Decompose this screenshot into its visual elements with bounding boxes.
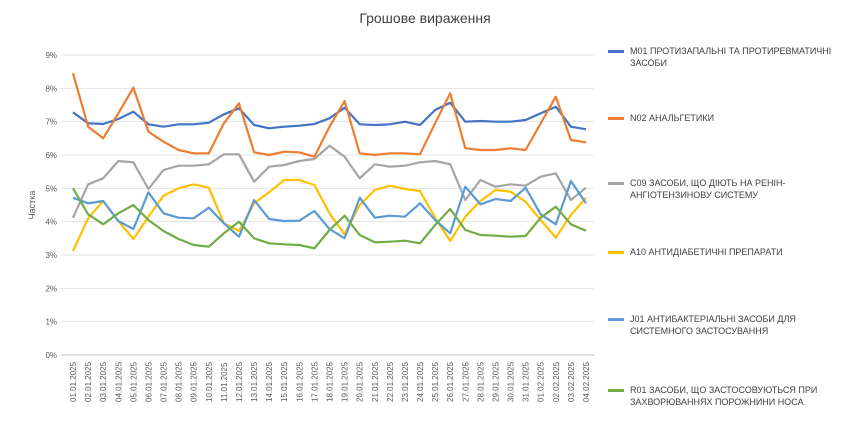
- x-tick-label: 13.01.2025: [250, 361, 259, 402]
- x-tick-label: 27.01.2025: [461, 361, 470, 402]
- x-tick-label: 12.01.2025: [235, 361, 244, 402]
- y-axis-title: Частка: [27, 191, 37, 220]
- y-tick-label: 9%: [45, 51, 57, 60]
- x-tick-label: 09.01.2025: [190, 361, 199, 402]
- legend-swatch: [608, 117, 624, 120]
- x-tick-label: 18.01.2025: [326, 361, 335, 402]
- x-tick-label: 06.01.2025: [144, 361, 153, 402]
- legend-swatch: [608, 251, 624, 254]
- x-tick-label: 15.01.2025: [280, 361, 289, 402]
- x-tick-label: 01.02.2025: [537, 361, 546, 402]
- x-tick-label: 08.01.2025: [175, 361, 184, 402]
- legend-item: C09 ЗАСОБИ, ЩО ДІЮТЬ НА РЕНІН-АНГІОТЕНЗИ…: [608, 177, 840, 201]
- x-tick-label: 01.01.2025: [69, 361, 78, 402]
- legend-swatch: [608, 318, 624, 321]
- x-tick-label: 07.01.2025: [160, 361, 169, 402]
- y-tick-label: 4%: [45, 218, 57, 227]
- legend-item: J01 АНТИБАКТЕРІАЛЬНІ ЗАСОБИ ДЛЯ СИСТЕМНО…: [608, 313, 840, 337]
- x-tick-label: 05.01.2025: [129, 361, 138, 402]
- chart-title: Грошове вираження: [359, 10, 491, 26]
- x-tick-label: 30.01.2025: [507, 361, 516, 402]
- legend-label: C09 ЗАСОБИ, ЩО ДІЮТЬ НА РЕНІН-АНГІОТЕНЗИ…: [630, 178, 786, 200]
- x-tick-label: 20.01.2025: [356, 361, 365, 402]
- x-tick-label: 19.01.2025: [341, 361, 350, 402]
- x-tick-label: 04.01.2025: [114, 361, 123, 402]
- legend-item: A10 АНТИДІАБЕТИЧНІ ПРЕПАРАТИ: [608, 246, 840, 258]
- x-tick-label: 14.01.2025: [265, 361, 274, 402]
- x-tick-label: 22.01.2025: [386, 361, 395, 402]
- x-tick-label: 29.01.2025: [491, 361, 500, 402]
- legend-label: N02 АНАЛЬГЕТИКИ: [630, 113, 715, 123]
- legend-swatch: [608, 389, 624, 392]
- y-tick-label: 1%: [45, 318, 57, 327]
- series-line-0: [72, 101, 587, 131]
- y-axis-ticks: 0% 1% 2% 3% 4% 5% 6% 7% 8% 9%: [45, 51, 57, 360]
- x-tick-label: 17.01.2025: [310, 361, 319, 402]
- series-lines: [71, 73, 587, 252]
- legend-label: R01 ЗАСОБИ, ЩО ЗАСТОСОВУЮТЬСЯ ПРИ ЗАХВОР…: [630, 385, 818, 407]
- x-tick-label: 03.02.2025: [567, 361, 576, 402]
- x-tick-label: 24.01.2025: [416, 361, 425, 402]
- x-tick-label: 23.01.2025: [401, 361, 410, 402]
- legend-item: M01 ПРОТИЗАПАЛЬНІ ТА ПРОТИРЕВМАТИЧНІ ЗАС…: [608, 45, 840, 69]
- series-line-1: [71, 73, 587, 158]
- legend-swatch: [608, 182, 624, 185]
- x-tick-label: 31.01.2025: [522, 361, 531, 402]
- x-tick-label: 28.01.2025: [476, 361, 485, 402]
- x-tick-label: 03.01.2025: [99, 361, 108, 402]
- x-tick-label: 10.01.2025: [205, 361, 214, 402]
- series-line-3: [72, 178, 587, 252]
- y-tick-label: 3%: [45, 251, 57, 260]
- legend-label: M01 ПРОТИЗАПАЛЬНІ ТА ПРОТИРЕВМАТИЧНІ ЗАС…: [630, 46, 832, 68]
- y-tick-label: 6%: [45, 151, 57, 160]
- x-tick-label: 02.02.2025: [552, 361, 561, 402]
- x-tick-label: 04.02.2025: [582, 361, 591, 402]
- x-tick-label: 11.01.2025: [220, 362, 229, 402]
- series-line-2: [71, 144, 587, 219]
- legend-label: J01 АНТИБАКТЕРІАЛЬНІ ЗАСОБИ ДЛЯ СИСТЕМНО…: [630, 314, 796, 336]
- y-tick-label: 7%: [45, 118, 57, 127]
- legend-item: N02 АНАЛЬГЕТИКИ: [608, 112, 840, 124]
- legend-swatch: [608, 50, 624, 53]
- x-tick-label: 26.01.2025: [446, 361, 455, 402]
- y-tick-label: 2%: [45, 284, 57, 293]
- legend-label: A10 АНТИДІАБЕТИЧНІ ПРЕПАРАТИ: [630, 247, 783, 257]
- x-tick-label: 02.01.2025: [84, 361, 93, 402]
- legend-item: R01 ЗАСОБИ, ЩО ЗАСТОСОВУЮТЬСЯ ПРИ ЗАХВОР…: [608, 384, 840, 408]
- x-axis-ticks: 01.01.2025 02.01.2025 03.01.2025 04.01.2025…: [69, 361, 591, 402]
- y-tick-label: 5%: [45, 184, 57, 193]
- series-line-5: [72, 187, 587, 250]
- x-tick-label: 25.01.2025: [431, 361, 440, 402]
- y-tick-label: 8%: [45, 84, 57, 93]
- gridlines: [61, 54, 594, 356]
- y-tick-label: 0%: [45, 351, 57, 360]
- x-tick-label: 21.01.2025: [371, 361, 380, 402]
- x-tick-label: 16.01.2025: [295, 361, 304, 402]
